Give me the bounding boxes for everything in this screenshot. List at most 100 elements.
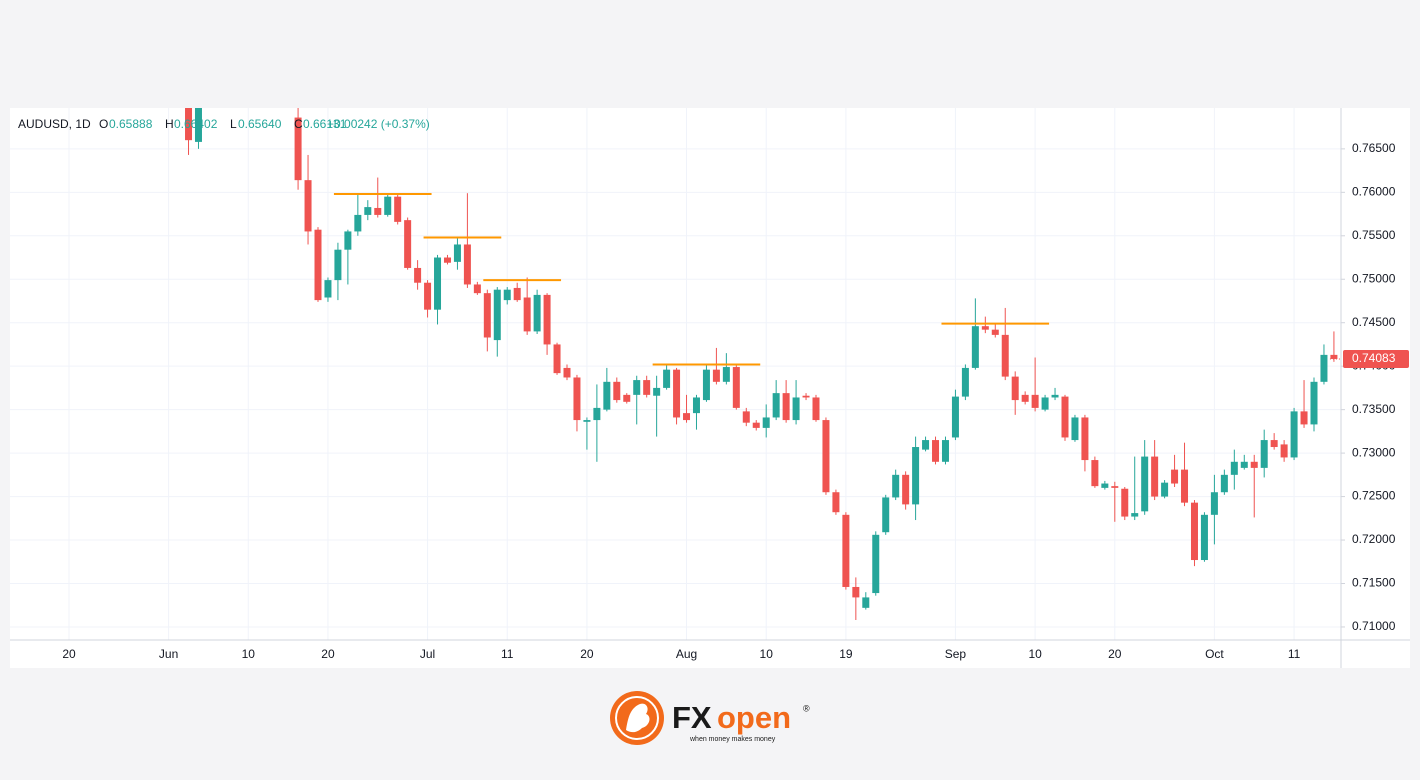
x-tick-label: 20: [321, 647, 335, 661]
candle-body: [892, 474, 900, 498]
candle-body: [742, 411, 750, 423]
candle-body: [364, 207, 372, 215]
candle-body: [971, 326, 979, 368]
candle-body: [902, 474, 910, 505]
grid: [10, 108, 1341, 640]
y-tick-label: 0.71500: [1352, 576, 1396, 590]
candle-body: [314, 229, 322, 301]
chart-panel: [10, 108, 1410, 668]
x-tick-label: Oct: [1205, 647, 1224, 661]
candle-body: [1240, 461, 1248, 468]
candle-body: [334, 249, 342, 281]
y-tick-label: 0.73500: [1352, 402, 1396, 416]
candle-body: [1260, 440, 1268, 468]
candle-body: [732, 367, 740, 408]
candle-body: [194, 108, 202, 142]
candle-body: [1081, 417, 1089, 461]
candle-body: [513, 287, 521, 301]
candle-body: [533, 294, 541, 332]
candle-body: [463, 244, 471, 285]
x-tick-label: 10: [760, 647, 774, 661]
candle-body: [1101, 483, 1109, 488]
candle-body: [1250, 461, 1258, 468]
candle-body: [1230, 461, 1238, 475]
candle-body: [434, 257, 442, 310]
change: +0.00242 (+0.37%): [327, 117, 430, 131]
candle-body: [453, 244, 461, 262]
y-tick-label: 0.76000: [1352, 184, 1396, 198]
candle-body: [503, 289, 511, 301]
header: AUDUSD, 1D O 0.65888 H 0.66402 L 0.65640…: [18, 117, 430, 131]
candle-body: [1161, 482, 1169, 497]
candle-body: [762, 417, 770, 428]
low-value: 0.65640: [238, 117, 282, 131]
candle-body: [722, 367, 730, 382]
candle-body: [872, 534, 880, 594]
candle-body: [1330, 354, 1338, 359]
logo-icon: [626, 703, 650, 733]
candle-body: [1270, 440, 1278, 448]
candle-body: [802, 395, 810, 398]
candle-body: [1181, 469, 1189, 503]
candle-body: [623, 394, 631, 402]
close-value: 0.66131: [303, 117, 347, 131]
candle-body: [1001, 334, 1009, 377]
candle-body: [1111, 486, 1119, 488]
candle-body: [822, 420, 830, 493]
last-price-label: 0.74083: [1352, 351, 1396, 365]
candle-body: [543, 294, 551, 345]
y-tick-label: 0.74500: [1352, 315, 1396, 329]
candle-body: [1071, 417, 1079, 441]
candle-body: [404, 220, 412, 268]
x-tick-label: 20: [580, 647, 594, 661]
candle-body: [1151, 456, 1159, 497]
candle-body: [384, 196, 392, 215]
candle-body: [304, 180, 312, 232]
candle-body: [832, 492, 840, 513]
logo-ring: [615, 696, 659, 740]
candle-body: [842, 514, 850, 587]
candle-body: [882, 497, 890, 533]
brand-mark: ®: [803, 703, 810, 713]
candle-body: [185, 108, 193, 141]
candle-body: [1290, 411, 1298, 458]
candle-body: [523, 297, 531, 332]
y-tick-label: 0.73000: [1352, 445, 1396, 459]
candle-body: [951, 396, 959, 438]
candle-body: [1320, 354, 1328, 382]
candle-body: [324, 280, 332, 298]
candle-body: [683, 413, 691, 421]
candle-body: [1121, 488, 1129, 517]
candle-body: [922, 440, 930, 450]
candle-body: [354, 214, 362, 232]
candle-body: [812, 397, 820, 421]
candle-body: [573, 377, 581, 421]
last-price-tag: [1343, 349, 1409, 368]
candle-body: [1141, 456, 1149, 512]
x-tick-label: Sep: [945, 647, 967, 661]
brand-fx: FX: [672, 700, 712, 735]
high-value: 0.66402: [174, 117, 218, 131]
x-tick-label: 11: [501, 647, 514, 661]
y-tick-label: 0.71000: [1352, 619, 1396, 633]
candle-body: [553, 344, 561, 374]
candle-body: [374, 207, 382, 215]
candle-body: [344, 231, 352, 250]
candle-body: [673, 369, 681, 418]
candle-body: [981, 326, 989, 330]
candle-body: [603, 381, 611, 410]
y-tick-label: 0.75000: [1352, 271, 1396, 285]
candle-body: [493, 289, 501, 341]
candle-body: [712, 369, 720, 382]
candle-body: [1011, 376, 1019, 401]
candle-body: [1021, 394, 1029, 402]
x-tick-label: Jul: [420, 647, 435, 661]
candle-body: [1300, 411, 1308, 425]
symbol: AUDUSD, 1D: [18, 117, 91, 131]
candle-body: [583, 420, 591, 422]
y-tick-label: 0.72000: [1352, 532, 1396, 546]
candle-body: [613, 381, 621, 401]
candle-body: [643, 380, 651, 395]
x-tick-label: Jun: [159, 647, 178, 661]
